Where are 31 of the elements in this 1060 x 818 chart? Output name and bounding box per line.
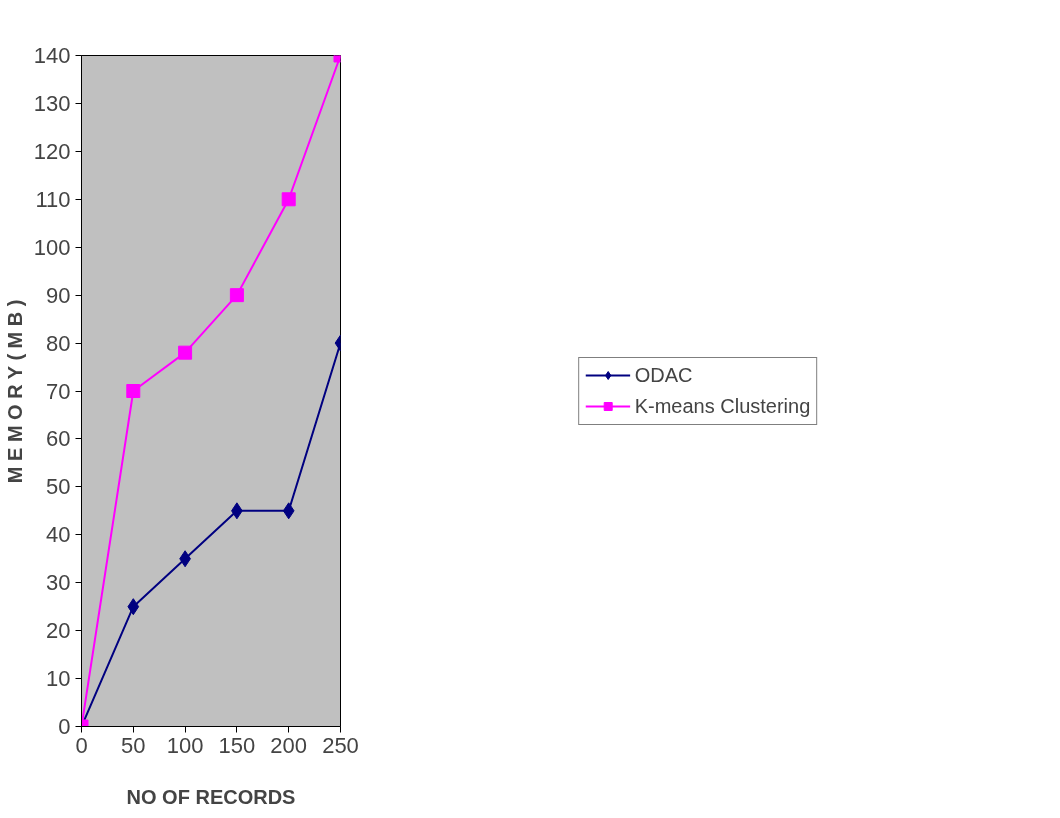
x-tick-label: 50 — [121, 732, 146, 758]
y-tick-label: 50 — [46, 474, 71, 500]
x-axis-title: NO OF RECORDS — [126, 785, 296, 808]
y-tick-label: 130 — [33, 90, 71, 116]
y-tick-label: 70 — [46, 378, 71, 404]
point — [178, 345, 193, 360]
y-tick-label: 10 — [46, 666, 71, 692]
y-tick-label: 80 — [46, 330, 71, 356]
y-tick-label: 30 — [46, 570, 71, 596]
y-tick-label: 0 — [58, 714, 71, 739]
y-tick-label: 20 — [46, 618, 71, 644]
x-tick-label: 250 — [322, 732, 359, 758]
y-tick-label: 100 — [33, 234, 71, 260]
point — [282, 502, 295, 520]
point — [127, 598, 140, 616]
x-tick-label: 200 — [270, 732, 308, 758]
y-axis-title: M E M O R Y ( M B ) — [3, 299, 26, 484]
point — [281, 192, 296, 207]
legend-label: ODAC — [634, 363, 693, 387]
y-tick-label: 40 — [46, 522, 71, 548]
y-tick-label: 120 — [33, 138, 71, 164]
point — [229, 288, 244, 303]
x-tick-label: 100 — [166, 732, 204, 758]
legend-label: K-means Clustering — [634, 394, 811, 418]
point — [126, 384, 141, 398]
y-tick-label: 60 — [46, 426, 71, 452]
y-tick-label: 90 — [46, 282, 71, 308]
y-tick-label: 110 — [35, 186, 71, 212]
x-tick-label: 0 — [75, 732, 88, 758]
y-tick-label: 140 — [33, 43, 71, 68]
x-tick-label: 150 — [218, 732, 256, 758]
